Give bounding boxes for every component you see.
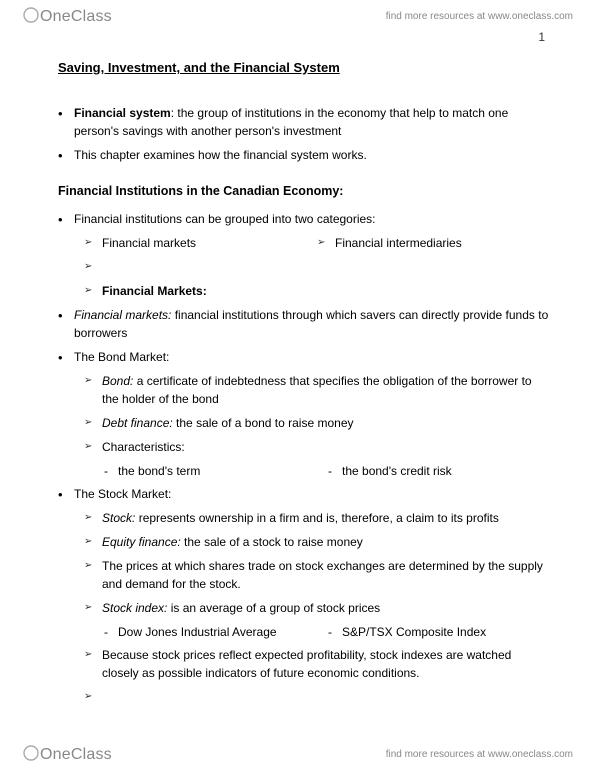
def-stock-index: is an average of a group of stock prices: [167, 601, 380, 615]
page-header: OneClass find more resources at www.onec…: [0, 0, 595, 32]
term-bond: Bond:: [102, 374, 133, 388]
subheading-financial-markets: Financial Markets:: [102, 284, 207, 298]
resource-link-top: find more resources at www.oneclass.com: [386, 11, 573, 22]
dash-bond-chars: the bond's term - the bond's credit risk: [102, 462, 550, 480]
bullet-stock-market: The Stock Market:: [58, 485, 550, 503]
cat-financial-markets: Financial markets: [102, 234, 317, 252]
arrow-bond-def: Bond: a certificate of indebtedness that…: [84, 372, 550, 408]
idx-sp-tsx: S&P/TSX Composite Index: [342, 625, 486, 639]
term-financial-system: Financial system: [74, 106, 171, 120]
dash-stock-indexes: Dow Jones Industrial Average - S&P/TSX C…: [102, 623, 550, 641]
bullet-financial-system: Financial system: the group of instituti…: [58, 104, 550, 140]
page-footer: OneClass find more resources at www.onec…: [0, 738, 595, 770]
document-body: Saving, Investment, and the Financial Sy…: [58, 58, 550, 734]
term-debt-finance: Debt finance:: [102, 416, 173, 430]
logo-icon: [22, 6, 40, 24]
char-bond-credit: the bond's credit risk: [342, 464, 452, 478]
arrow-characteristics: Characteristics:: [84, 438, 550, 456]
bullet-chapter: This chapter examines how the financial …: [58, 146, 550, 164]
term-financial-markets: Financial markets:: [74, 308, 171, 322]
arrow-debt-finance: Debt finance: the sale of a bond to rais…: [84, 414, 550, 432]
def-equity-finance: the sale of a stock to raise money: [181, 535, 363, 549]
term-stock-index: Stock index:: [102, 601, 167, 615]
page-number: 1: [538, 30, 545, 44]
arrow-share-prices: The prices at which shares trade on stoc…: [84, 557, 550, 593]
brand-logo-footer: OneClass: [22, 744, 112, 764]
logo-icon-footer: [22, 744, 40, 762]
arrow-equity-finance: Equity finance: the sale of a stock to r…: [84, 533, 550, 551]
arrow-because: Because stock prices reflect expected pr…: [84, 646, 550, 682]
bullet-fm-def: Financial markets: financial institution…: [58, 306, 550, 342]
term-equity-finance: Equity finance:: [102, 535, 181, 549]
char-bond-term: the bond's term: [118, 462, 326, 480]
arrow-fm-heading: Financial Markets:: [84, 282, 550, 300]
bullet-bond-market: The Bond Market:: [58, 348, 550, 366]
brand-text: OneClass: [40, 8, 112, 25]
arrow-categories: Financial markets ➢ Financial intermedia…: [84, 234, 550, 252]
brand-logo: OneClass: [22, 6, 112, 26]
page-title: Saving, Investment, and the Financial Sy…: [58, 58, 550, 78]
cat-financial-intermediaries: Financial intermediaries: [335, 236, 462, 250]
arrow-empty-1: [84, 258, 550, 276]
def-bond: a certificate of indebtedness that speci…: [102, 374, 532, 406]
arrow-empty-2: [84, 688, 550, 706]
bullet-grouped: Financial institutions can be grouped in…: [58, 210, 550, 228]
arrow-stock-def: Stock: represents ownership in a firm an…: [84, 509, 550, 527]
term-stock: Stock:: [102, 511, 135, 525]
brand-text-footer: OneClass: [40, 746, 112, 763]
def-debt-finance: the sale of a bond to raise money: [173, 416, 354, 430]
resource-link-bottom: find more resources at www.oneclass.com: [386, 749, 573, 760]
idx-dow-jones: Dow Jones Industrial Average: [118, 623, 326, 641]
arrow-stock-index: Stock index: is an average of a group of…: [84, 599, 550, 617]
heading-institutions: Financial Institutions in the Canadian E…: [58, 182, 550, 201]
def-stock: represents ownership in a firm and is, t…: [135, 511, 499, 525]
